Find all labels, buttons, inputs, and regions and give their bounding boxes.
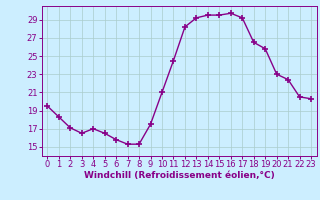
X-axis label: Windchill (Refroidissement éolien,°C): Windchill (Refroidissement éolien,°C) bbox=[84, 171, 275, 180]
